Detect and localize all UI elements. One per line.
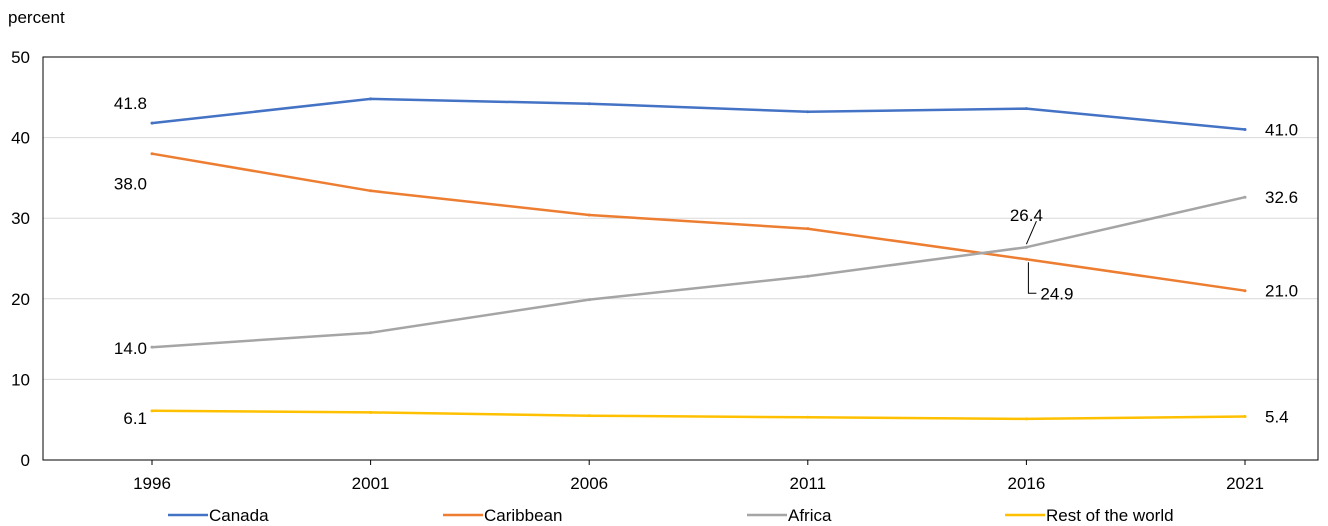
series-line-canada: [151, 97, 1246, 131]
data-point-canada-2001: [369, 97, 373, 101]
data-point-rest-of-the-world-2001: [369, 410, 373, 414]
legend-label-africa: Africa: [788, 506, 832, 525]
data-point-africa-2011: [806, 274, 810, 278]
data-label-rest-of-the-world-1996: 6.1: [123, 409, 147, 428]
data-point-caribbean-2016: [1024, 257, 1028, 261]
data-label-canada-1996: 41.8: [114, 94, 147, 113]
data-point-canada-2006: [587, 102, 591, 106]
legend-label-rest-of-the-world: Rest of the world: [1046, 506, 1174, 525]
x-tick-label-1996: 1996: [133, 474, 171, 493]
legend-label-caribbean: Caribbean: [484, 506, 562, 525]
x-tick-label-2011: 2011: [790, 474, 827, 493]
data-point-rest-of-the-world-2021: [1243, 414, 1247, 418]
data-label-caribbean-1996: 38.0: [114, 175, 147, 194]
data-point-africa-2006: [587, 298, 591, 302]
data-point-caribbean-2001: [369, 189, 373, 193]
data-label-caribbean-2021: 21.0: [1265, 282, 1298, 301]
x-tick-label-2006: 2006: [570, 474, 608, 493]
y-axis-unit-label: percent: [8, 8, 65, 27]
leader-line-caribbean-2016: [1027, 262, 1037, 294]
y-tick-label-40: 40: [11, 129, 30, 148]
data-point-rest-of-the-world-2016: [1024, 417, 1028, 421]
y-tick-label-50: 50: [11, 48, 30, 67]
data-point-africa-2021: [1243, 195, 1247, 199]
data-point-africa-2016: [1024, 245, 1028, 249]
data-point-canada-1996: [150, 121, 154, 125]
data-point-caribbean-2006: [587, 213, 591, 217]
y-tick-label-10: 10: [11, 370, 30, 389]
y-tick-label-0: 0: [21, 451, 30, 470]
data-label-africa-2021: 32.6: [1265, 188, 1298, 207]
data-point-canada-2011: [806, 110, 810, 114]
data-label-africa-1996: 14.0: [114, 339, 147, 358]
leader-line-africa-2016: [1025, 221, 1037, 245]
x-tick-label-2021: 2021: [1226, 474, 1264, 493]
x-tick-label-2016: 2016: [1007, 474, 1045, 493]
y-tick-label-20: 20: [11, 290, 30, 309]
legend-label-canada: Canada: [209, 506, 269, 525]
y-tick-label-30: 30: [11, 209, 30, 228]
data-point-caribbean-1996: [150, 152, 154, 156]
series-line-rest-of-the-world: [151, 409, 1246, 421]
data-label-rest-of-the-world-2021: 5.4: [1265, 407, 1289, 426]
data-point-africa-1996: [150, 345, 154, 349]
data-point-rest-of-the-world-1996: [150, 409, 154, 413]
data-point-canada-2021: [1243, 128, 1247, 132]
data-point-africa-2001: [369, 331, 373, 335]
x-tick-label-2001: 2001: [352, 474, 390, 493]
series-line-caribbean: [151, 152, 1246, 292]
data-point-rest-of-the-world-2006: [587, 414, 591, 418]
data-label-caribbean-2016: 24.9: [1040, 284, 1073, 303]
data-point-caribbean-2011: [806, 227, 810, 231]
data-label-africa-2016: 26.4: [1010, 206, 1043, 225]
series-line-africa: [151, 195, 1246, 349]
data-point-canada-2016: [1024, 107, 1028, 111]
data-point-caribbean-2021: [1243, 289, 1247, 293]
plot-area-frame: [42, 56, 1319, 461]
data-label-canada-2021: 41.0: [1265, 121, 1298, 140]
data-point-rest-of-the-world-2011: [806, 415, 810, 419]
